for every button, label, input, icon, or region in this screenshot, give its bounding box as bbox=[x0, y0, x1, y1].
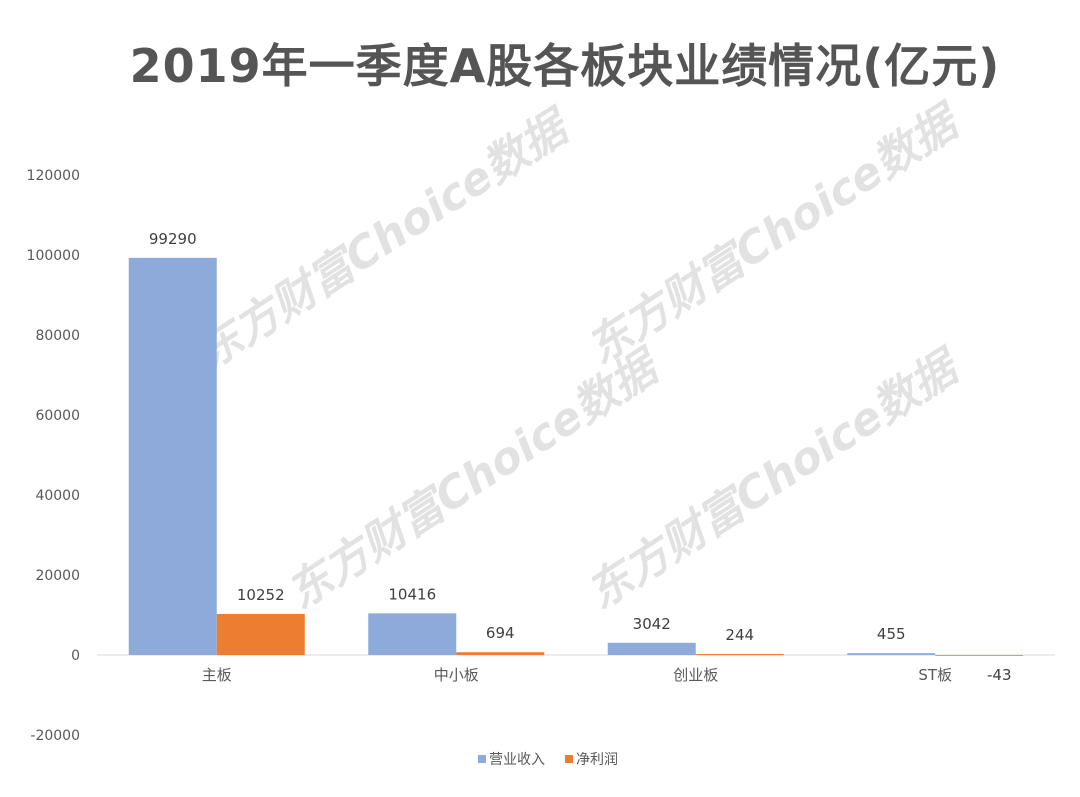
bar-营业收入 bbox=[128, 257, 217, 655]
y-tick-label: 20000 bbox=[35, 568, 80, 584]
x-tick-label: ST板 bbox=[918, 666, 952, 684]
data-label: 455 bbox=[877, 625, 906, 643]
watermark-text: 东方财富Choice数据 bbox=[188, 99, 581, 379]
legend-swatch bbox=[565, 755, 573, 763]
data-label: -43 bbox=[987, 666, 1012, 684]
data-label: 10416 bbox=[388, 585, 436, 603]
data-label: 244 bbox=[725, 626, 754, 644]
bar-营业收入 bbox=[368, 613, 457, 655]
y-tick-label: 100000 bbox=[27, 248, 80, 264]
legend-label: 净利润 bbox=[576, 752, 618, 768]
x-tick-label: 中小板 bbox=[434, 666, 479, 684]
x-tick-label: 主板 bbox=[202, 666, 232, 684]
bar-净利润 bbox=[695, 654, 784, 655]
bar-净利润 bbox=[935, 655, 1024, 656]
bar-营业收入 bbox=[607, 642, 696, 655]
y-tick-label: 60000 bbox=[35, 408, 80, 424]
y-tick-label: 120000 bbox=[27, 168, 80, 184]
chart-title: 2019年一季度A股各板块业绩情况(亿元) bbox=[129, 39, 1001, 93]
data-label: 99290 bbox=[149, 230, 197, 248]
data-label: 10252 bbox=[237, 586, 285, 604]
data-label: 3042 bbox=[633, 615, 671, 633]
data-label: 694 bbox=[486, 624, 515, 642]
y-tick-label: 0 bbox=[71, 648, 80, 664]
bar-净利润 bbox=[456, 652, 545, 655]
legend-swatch bbox=[478, 755, 486, 763]
y-tick-label: 80000 bbox=[35, 328, 80, 344]
x-tick-label: 创业板 bbox=[673, 666, 718, 684]
legend-label: 营业收入 bbox=[489, 752, 545, 768]
bar-营业收入 bbox=[847, 653, 936, 655]
watermark-text: 东方财富Choice数据 bbox=[578, 94, 971, 374]
bar-净利润 bbox=[216, 613, 305, 655]
y-tick-label: 40000 bbox=[35, 488, 80, 504]
y-tick-label: -20000 bbox=[30, 728, 80, 744]
